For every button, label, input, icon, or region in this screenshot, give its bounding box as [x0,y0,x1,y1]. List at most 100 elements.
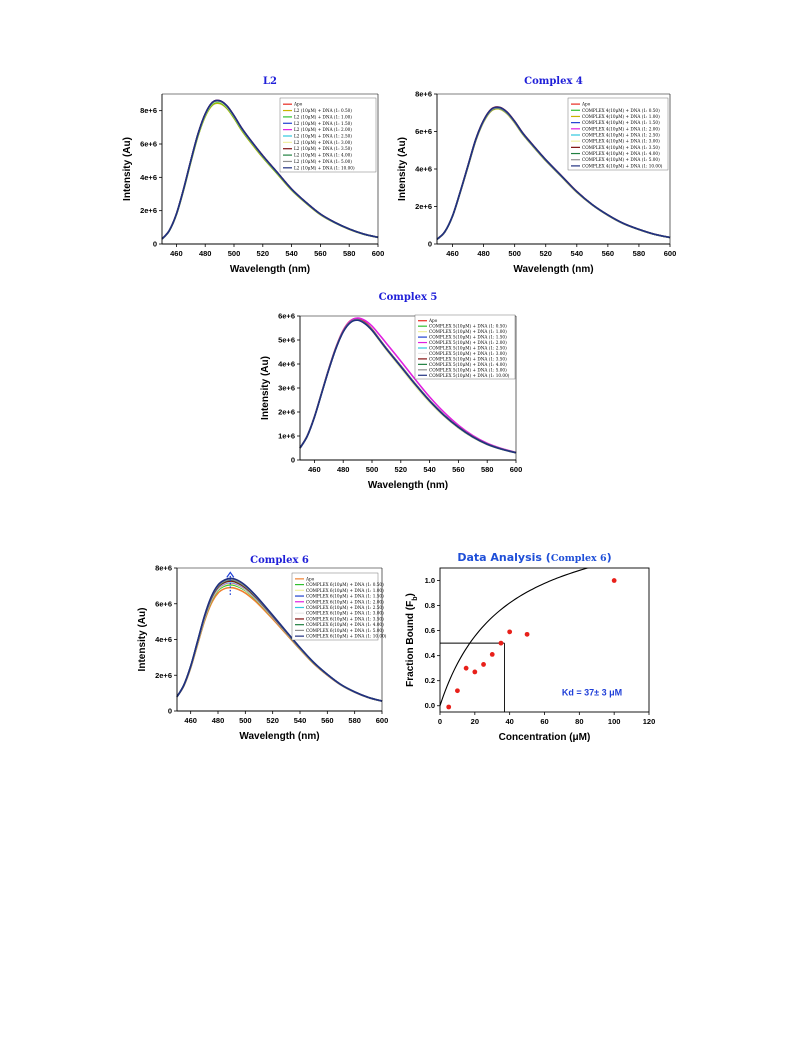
title-main: Data Analysis ( [457,551,551,564]
ylabel-close: ) [405,593,416,596]
ylabel-sub: b [412,596,419,600]
x-tick-label: 460 [170,249,183,258]
y-tick-label: 6e+6 [278,312,295,321]
data-point-1 [455,688,460,694]
y-tick-label: 8e+6 [415,90,432,99]
y-tick-label: 6e+6 [415,127,432,136]
x-tick-label: 520 [257,249,270,258]
chart-complex6-emission: Complex 6 460 480 500 520 540 560 580 600 0 2e+6 4e… [130,548,400,748]
x-tick-label: 500 [508,249,521,258]
x-axis-label: Wavelength (nm) [368,480,448,491]
x-tick-label: 540 [423,465,436,474]
x-tick-label: 0 [438,717,442,726]
data-point-9 [611,578,617,583]
legend-entry-7: L2 (10μM) + DNA (1: 3.50) [294,146,352,151]
legend-box [567,97,669,171]
chart-title: Complex 4 [524,76,583,87]
legend-box [414,314,516,380]
y-axis-label: Fraction Bound (Fb) [405,593,419,687]
y-tick-label: 3e+6 [278,384,295,393]
x-tick-label: 600 [376,716,389,725]
y-axis-label: Intensity (Au) [260,356,271,420]
ylabel-main: Fraction Bound (F [405,601,416,687]
legend-entry-4: L2 (10μM) + DNA (1: 2.00) [294,127,352,132]
legend-entry-4: COMPLEX 5(10μM) + DNA (1: 2.00) [429,340,507,345]
legend-entry-3: COMPLEX 4(10μM) + DNA (1: 1.50) [582,120,660,125]
chart-title: Complex 6 [250,555,309,566]
legend-entry-7: COMPLEX 6(10μM) + DNA (1: 3.50) [306,616,384,621]
y-tick-label: 5e+6 [278,336,295,345]
chart-svg: Complex 4 460 480 500 520 540 560 580 600 0 2e+6 4e… [397,76,676,275]
chart-title: Data Analysis (Complex 6) [457,551,611,564]
x-tick-label: 480 [199,249,212,258]
chart-complex4-emission: Complex 4 460 480 500 520 540 560 580 600 0 2e+6 4e… [385,72,685,287]
data-point-2 [463,665,469,671]
x-tick-label: 500 [366,465,379,474]
legend-entry-7: COMPLEX 4(10μM) + DNA (1: 3.50) [582,145,660,150]
legend-entry-10: COMPLEX 5(10μM) + DNA (1: 10.00) [429,373,510,378]
x-axis-label: Concentration (μM) [499,732,591,743]
data-point-8 [524,631,530,637]
x-tick-label: 580 [481,465,494,474]
legend-entry-8: COMPLEX 5(10μM) + DNA (1: 4.00) [429,362,507,367]
legend-entry-2: COMPLEX 4(10μM) + DNA (1: 1.00) [582,114,660,119]
series-line-10 [436,106,671,240]
x-tick-label: 560 [314,249,327,258]
legend-box [291,572,379,641]
series-group [176,577,383,702]
series-line-10 [176,577,383,702]
legend-entry-5: COMPLEX 4(10μM) + DNA (1: 2.50) [582,133,660,138]
y-tick-label: 0.8 [425,601,435,610]
y-tick-label: 2e+6 [278,408,295,417]
x-tick-label: 500 [239,716,252,725]
y-tick-label: 4e+6 [140,173,157,182]
data-point-3 [472,669,478,675]
legend-entry-5: COMPLEX 5(10μM) + DNA (1: 2.50) [429,346,507,351]
legend-entry-6: L2 (10μM) + DNA (1: 3.00) [294,140,352,145]
y-tick-label: 0 [291,456,295,465]
x-tick-label: 480 [477,249,490,258]
series-line-10 [161,99,379,240]
legend-entry-0: Apo [305,576,315,581]
x-tick-label: 480 [212,716,225,725]
y-tick-label: 0.2 [425,676,435,685]
x-tick-label: 100 [608,717,621,726]
x-tick-label: 560 [321,716,334,725]
y-tick-label: 4e+6 [415,165,432,174]
chart-complex5-emission: Complex 5 460 480 500 520 540 560 580 600 0 1e+6 2e… [250,288,540,503]
y-tick-label: 0.0 [425,701,435,710]
legend-entry-6: COMPLEX 6(10μM) + DNA (1: 3.00) [306,611,384,616]
y-tick-label: 0.4 [425,651,436,660]
x-tick-label: 40 [505,717,513,726]
data-point-5 [489,652,495,657]
y-tick-label: 0 [153,240,157,249]
title-close: ) [607,551,612,564]
legend-entry-9: COMPLEX 6(10μM) + DNA (1: 5.00) [306,628,384,633]
y-tick-label: 2e+6 [155,671,172,680]
x-axis-label: Wavelength (nm) [230,264,310,275]
legend-entry-0: Apo [581,102,591,107]
legend-entry-8: COMPLEX 6(10μM) + DNA (1: 4.00) [306,622,384,627]
y-tick-label: 2e+6 [140,206,157,215]
legend-entry-1: COMPLEX 5(10μM) + DNA (1: 0.50) [429,324,507,329]
x-tick-label: 520 [266,716,279,725]
legend-entry-6: COMPLEX 4(10μM) + DNA (1: 3.00) [582,139,660,144]
legend-entry-8: COMPLEX 4(10μM) + DNA (1: 4.00) [582,151,660,156]
x-tick-label: 540 [294,716,307,725]
series-group [161,99,379,240]
legend-entry-8: L2 (10μM) + DNA (1: 4.00) [294,153,352,158]
x-tick-label: 600 [372,249,385,258]
x-tick-label: 580 [633,249,646,258]
y-axis-label: Intensity (Au) [137,608,148,672]
legend-entry-0: Apo [428,318,438,323]
x-tick-label: 540 [571,249,584,258]
x-tick-label: 460 [184,716,197,725]
y-tick-label: 8e+6 [140,106,157,115]
legend-entry-10: COMPLEX 4(10μM) + DNA (1: 10.00) [582,163,663,168]
x-tick-label: 520 [395,465,408,474]
x-tick-label: 540 [285,249,298,258]
title-complex: Complex 6 [551,553,607,564]
legend-entry-1: COMPLEX 4(10μM) + DNA (1: 0.50) [582,108,660,113]
x-axis-label: Wavelength (nm) [513,264,593,275]
